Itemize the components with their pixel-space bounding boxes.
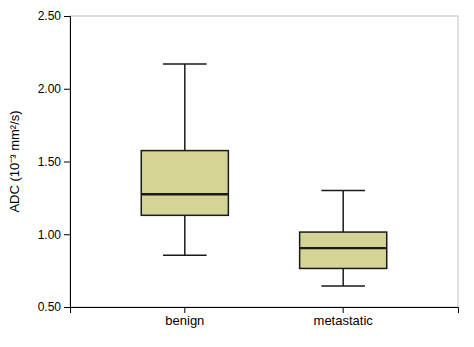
chart-container: 0.50 1.00 1.50 2.00 2.50 benign metastatic ADC … <box>0 0 474 347</box>
box-group <box>300 191 387 286</box>
plot-frame <box>70 16 458 307</box>
marks <box>141 64 386 286</box>
chart: 0.50 1.00 1.50 2.00 2.50 benign metastatic ADC … <box>0 0 474 347</box>
y-tick-mark <box>64 162 70 163</box>
x-tick-mark <box>343 307 344 313</box>
x-tick-label: benign <box>165 313 204 328</box>
x-tick-mark <box>184 307 185 313</box>
median-line <box>141 193 228 195</box>
y-tick-mark <box>64 89 70 90</box>
y-tick-mark <box>64 307 70 308</box>
y-tick: 2.00 <box>38 82 70 96</box>
whisker-lower <box>342 268 344 285</box>
x-tick-label: metastatic <box>314 313 374 328</box>
whisker-upper <box>184 64 186 151</box>
cap-upper <box>321 190 365 192</box>
cap-lower <box>163 255 207 257</box>
box-group <box>141 64 228 255</box>
whisker-lower <box>184 215 186 255</box>
cap-lower <box>321 285 365 287</box>
y-tick-label: 1.00 <box>38 228 62 242</box>
x-axis-line <box>71 308 459 314</box>
y-tick-label: 2.50 <box>38 9 62 23</box>
y-tick-mark <box>64 234 70 235</box>
box <box>141 151 228 216</box>
x-tick: metastatic <box>314 307 374 328</box>
x-axis: benign metastatic <box>71 307 459 328</box>
y-tick: 1.50 <box>38 155 70 169</box>
plot-area: 0.50 1.00 1.50 2.00 2.50 benign metastatic <box>38 9 459 328</box>
x-tick: benign <box>165 307 204 328</box>
y-tick-label: 2.00 <box>38 82 62 96</box>
y-axis-title: ADC (10⁻³ mm²/s) <box>7 110 22 212</box>
y-tick: 0.50 <box>38 300 70 314</box>
y-tick-label: 0.50 <box>38 300 62 314</box>
y-tick: 1.00 <box>38 228 70 242</box>
whisker-upper <box>342 191 344 232</box>
y-tick: 2.50 <box>38 9 70 23</box>
y-tick-label: 1.50 <box>38 155 62 169</box>
box <box>300 232 387 268</box>
y-tick-mark <box>64 16 70 17</box>
median-line <box>300 247 387 249</box>
y-axis: 0.50 1.00 1.50 2.00 2.50 <box>38 9 71 314</box>
cap-upper <box>163 63 207 65</box>
